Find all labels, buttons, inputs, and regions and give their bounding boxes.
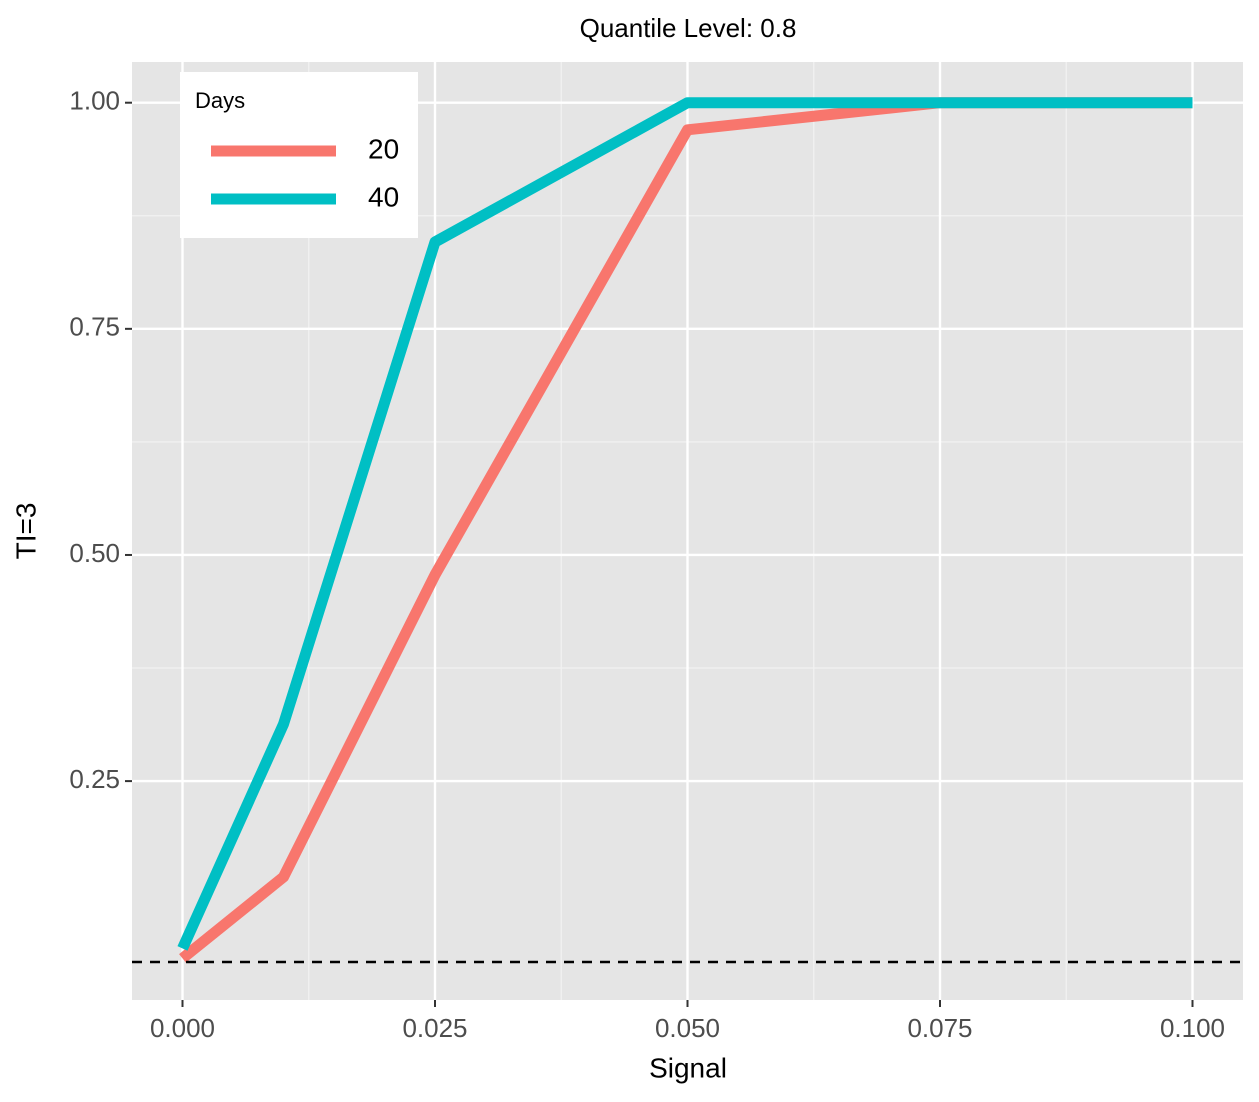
legend-label: 40 xyxy=(368,181,399,212)
y-axis-label: TI=3 xyxy=(10,503,41,560)
x-tick-label: 0.075 xyxy=(907,1013,972,1043)
y-tick-label: 1.00 xyxy=(69,86,120,116)
y-tick-label: 0.75 xyxy=(69,312,120,342)
x-tick-label: 0.050 xyxy=(655,1013,720,1043)
legend-label: 20 xyxy=(368,133,399,164)
legend: Days 20 40 xyxy=(180,72,418,238)
x-tick-label: 0.100 xyxy=(1160,1013,1225,1043)
x-axis-label: Signal xyxy=(649,1052,727,1083)
lines xyxy=(177,97,1193,963)
chart-title: Quantile Level: 0.8 xyxy=(580,13,797,43)
series-line xyxy=(177,97,1193,951)
y-tick-label: 0.25 xyxy=(69,764,120,794)
x-tick-label: 0.025 xyxy=(402,1013,467,1043)
x-tick-label: 0.000 xyxy=(150,1013,215,1043)
legend-title: Days xyxy=(195,88,245,113)
y-tick-label: 0.50 xyxy=(69,538,120,568)
